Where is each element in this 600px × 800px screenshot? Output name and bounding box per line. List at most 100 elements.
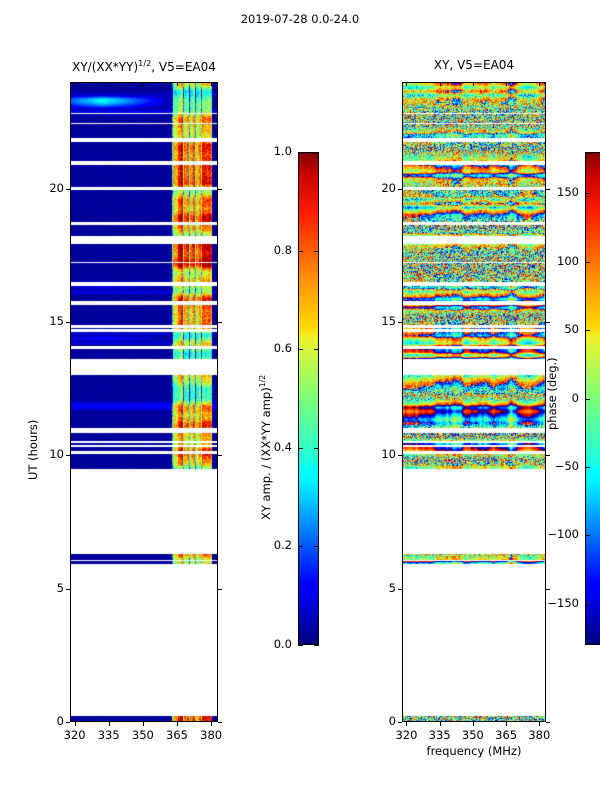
amplitude-xtick-top-350 xyxy=(142,82,144,86)
phase-ytick-5 xyxy=(398,588,402,590)
amplitude-colorbar-tick-label-1.0: 1.0 xyxy=(273,144,292,158)
phase-xtick-350 xyxy=(472,722,474,726)
left-panel-title: XY/(XX*YY)1/2, V5=EA04 xyxy=(72,58,216,74)
amplitude-xtick-380 xyxy=(211,722,213,726)
phase-ytick-label-5: 5 xyxy=(388,580,396,595)
phase-ytick-right-5 xyxy=(546,588,550,590)
figure-suptitle: 2019-07-28 0.0-24.0 xyxy=(240,12,360,26)
amplitude-ytick-right-20 xyxy=(218,188,222,190)
amplitude-colorbar-tick-in-1.0 xyxy=(298,152,303,153)
x-axis-label: frequency (MHz) xyxy=(426,744,522,758)
amplitude-ytick-right-0 xyxy=(218,722,222,723)
phase-xtick-top-350 xyxy=(472,82,474,86)
amplitude-ytick-label-5: 5 xyxy=(56,580,64,595)
amplitude-xtick-label-335: 335 xyxy=(97,728,120,742)
phase-colorbar-tick-label--50: −50 xyxy=(554,458,579,473)
amplitude-xtick-top-320 xyxy=(74,82,76,86)
amplitude-colorbar-tick-in-0.4 xyxy=(298,447,303,449)
phase-ytick-label-15: 15 xyxy=(381,314,396,328)
amplitude-colorbar-tick-in-0.6 xyxy=(298,349,303,351)
phase-colorbar-tick-in-100 xyxy=(585,261,590,263)
phase-ytick-right-20 xyxy=(546,188,550,190)
phase-ytick-right-10 xyxy=(546,455,550,457)
phase-ytick-0 xyxy=(398,722,402,723)
amplitude-ytick-label-10: 10 xyxy=(49,447,64,462)
phase-colorbar-gradient xyxy=(586,153,600,644)
phase-xtick-label-365: 365 xyxy=(495,728,518,742)
phase-colorbar-tick-in--100 xyxy=(585,535,590,537)
amplitude-colorbar-gradient xyxy=(299,153,318,644)
phase-ytick-right-0 xyxy=(546,722,550,723)
phase-xtick-top-380 xyxy=(539,82,541,86)
phase-heatmap-axes[interactable] xyxy=(402,82,546,722)
amplitude-colorbar-tick-in-0.0 xyxy=(298,645,303,646)
amplitude-colorbar-tick-in-0.2 xyxy=(298,546,303,548)
amplitude-ytick-15 xyxy=(66,322,70,323)
phase-ytick-label-0: 0 xyxy=(388,714,396,728)
amplitude-xtick-365 xyxy=(177,722,178,726)
amplitude-colorbar-tick-in-0.8 xyxy=(298,250,303,252)
amplitude-colorbar[interactable] xyxy=(298,152,319,645)
amplitude-xtick-top-380 xyxy=(211,82,213,86)
amplitude-xtick-350 xyxy=(142,722,144,726)
amplitude-colorbar-tick-label-0.6: 0.6 xyxy=(273,341,292,356)
right-panel-title: XY, V5=EA04 xyxy=(433,58,515,72)
phase-xtick-380 xyxy=(539,722,541,726)
phase-xtick-label-380: 380 xyxy=(528,728,551,742)
amplitude-ytick-label-0: 0 xyxy=(56,714,64,728)
phase-ytick-10 xyxy=(398,455,402,457)
phase-xtick-320 xyxy=(406,722,408,726)
phase-xtick-label-350: 350 xyxy=(461,728,484,742)
amplitude-ytick-0 xyxy=(66,722,70,723)
amplitude-colorbar-tick-label-0.4: 0.4 xyxy=(273,439,292,454)
phase-xtick-label-320: 320 xyxy=(395,728,418,742)
phase-colorbar-tick-in-50 xyxy=(585,330,590,332)
amplitude-colorbar-tick-label-0.8: 0.8 xyxy=(273,242,292,257)
amplitude-xtick-label-350: 350 xyxy=(131,728,154,742)
amplitude-xtick-top-365 xyxy=(177,82,178,86)
amplitude-colorbar-tick-label-0.2: 0.2 xyxy=(273,538,292,553)
phase-heatmap-image xyxy=(403,83,545,721)
amplitude-xtick-label-365: 365 xyxy=(166,728,188,742)
phase-colorbar-tick-in--150 xyxy=(585,603,590,605)
amplitude-xtick-label-380: 380 xyxy=(200,728,223,742)
amplitude-colorbar-tick-1.0 xyxy=(314,152,319,153)
phase-ytick-right-15 xyxy=(546,322,550,323)
phase-colorbar-tick-in--50 xyxy=(585,466,590,468)
amplitude-colorbar-tick-0.2 xyxy=(314,546,319,548)
amplitude-colorbar-tick-0.6 xyxy=(314,349,319,351)
phase-ytick-20 xyxy=(398,188,402,190)
amplitude-ytick-20 xyxy=(66,188,70,190)
amplitude-heatmap-axes[interactable] xyxy=(70,82,218,722)
phase-colorbar-tick-label--100: −100 xyxy=(547,527,579,542)
phase-colorbar-tick-in-0 xyxy=(585,398,590,400)
amplitude-colorbar-tick-0.4 xyxy=(314,447,319,449)
phase-xtick-label-335: 335 xyxy=(428,728,451,742)
phase-xtick-top-365 xyxy=(506,82,508,86)
amplitude-xtick-label-320: 320 xyxy=(63,728,86,742)
amplitude-ytick-label-20: 20 xyxy=(49,180,64,195)
phase-colorbar-tick-label-50: 50 xyxy=(564,322,579,337)
amplitude-heatmap-image xyxy=(71,83,217,721)
phase-xtick-top-320 xyxy=(406,82,408,86)
amplitude-xtick-top-335 xyxy=(108,82,110,86)
phase-xtick-335 xyxy=(439,722,441,726)
amplitude-colorbar-tick-0.8 xyxy=(314,250,319,252)
phase-colorbar-tick-in-150 xyxy=(585,193,590,195)
phase-colorbar-tick-label-0: 0 xyxy=(571,390,579,405)
amplitude-xtick-335 xyxy=(108,722,110,726)
amplitude-ytick-10 xyxy=(66,455,70,457)
amplitude-ytick-right-15 xyxy=(218,322,222,323)
phase-ytick-15 xyxy=(398,322,402,323)
amplitude-xtick-320 xyxy=(74,722,76,726)
phase-ytick-label-10: 10 xyxy=(381,447,396,462)
phase-colorbar-tick-label-150: 150 xyxy=(557,185,579,200)
phase-ytick-label-20: 20 xyxy=(381,180,396,195)
amplitude-ytick-label-15: 15 xyxy=(49,314,64,328)
amplitude-colorbar-tick-0.0 xyxy=(314,645,319,646)
phase-xtick-365 xyxy=(506,722,508,726)
amplitude-colorbar-tick-label-0.0: 0.0 xyxy=(273,637,292,651)
phase-colorbar-tick-label--150: −150 xyxy=(547,595,579,610)
phase-xtick-top-335 xyxy=(439,82,441,86)
